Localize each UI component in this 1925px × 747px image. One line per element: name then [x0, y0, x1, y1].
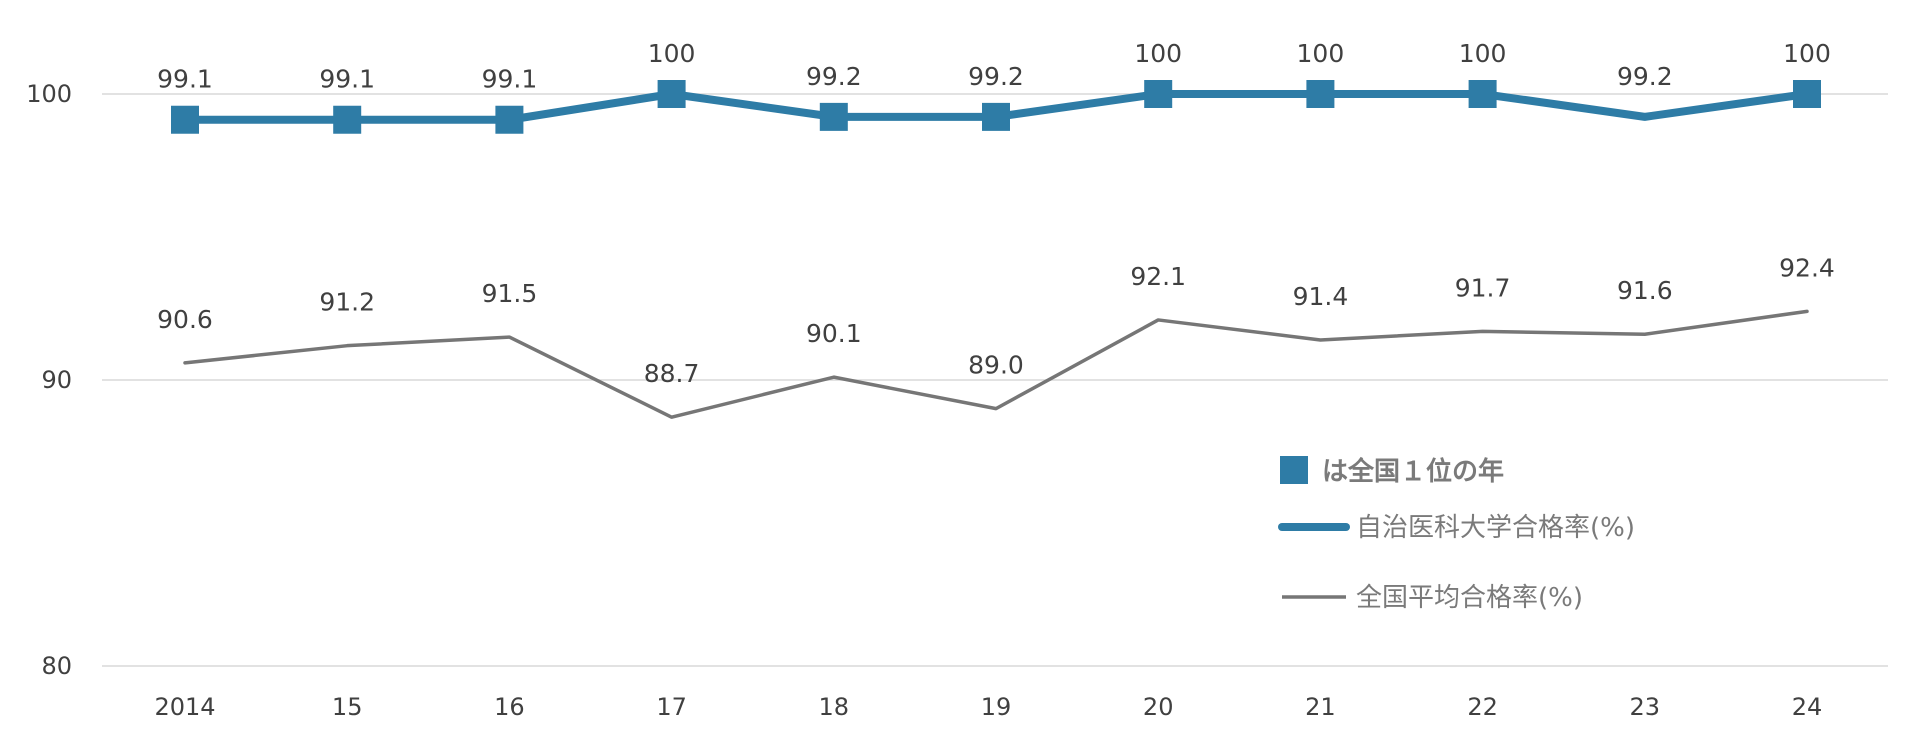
- data-label-series-2: 90.1: [806, 319, 862, 348]
- first-place-marker: [1144, 80, 1173, 108]
- data-label-series-2: 89.0: [968, 351, 1024, 380]
- x-tick-label: 21: [1305, 693, 1336, 721]
- legend-label-series-1: 自治医科大学合格率(%): [1356, 513, 1635, 543]
- first-place-marker: [819, 102, 848, 131]
- data-label-series-1: 100: [1134, 39, 1182, 68]
- data-label-series-1: 99.1: [157, 65, 213, 94]
- first-place-marker: [1793, 80, 1821, 108]
- legend-first-place-marker: [1280, 456, 1308, 484]
- first-place-marker: [657, 80, 686, 108]
- data-label-series-1: 99.1: [319, 65, 375, 94]
- data-label-series-2: 91.2: [319, 288, 375, 317]
- first-place-marker: [1306, 80, 1335, 108]
- x-tick-label: 17: [656, 693, 687, 721]
- first-place-marker: [495, 105, 524, 134]
- x-axis-tick-labels: 2014 15 16 17 18 19 20 21 22 23 24: [154, 693, 1822, 721]
- data-label-series-1: 99.1: [482, 65, 538, 94]
- data-label-series-2: 92.4: [1779, 253, 1835, 282]
- data-label-series-1: 100: [1297, 39, 1345, 68]
- x-tick-label: 16: [494, 693, 525, 721]
- first-place-marker: [171, 105, 199, 134]
- first-place-marker: [982, 102, 1010, 131]
- data-label-series-2: 91.4: [1293, 282, 1349, 311]
- y-tick-label: 90: [41, 366, 72, 394]
- legend-first-place-text: は全国１位の年: [1322, 456, 1504, 487]
- data-label-series-1: 99.2: [1617, 62, 1673, 91]
- data-label-series-1: 100: [1459, 39, 1507, 68]
- data-label-series-1: 100: [648, 39, 696, 68]
- x-tick-label: 2014: [154, 693, 215, 721]
- data-label-series-2: 92.1: [1130, 262, 1186, 291]
- x-tick-label: 24: [1792, 693, 1823, 721]
- data-label-series-2: 91.5: [482, 279, 538, 308]
- gridlines: [102, 93, 1888, 667]
- y-axis-tick-labels: 80 90 100: [26, 80, 72, 680]
- series-line-2: [183, 309, 1809, 419]
- first-place-marker: [333, 105, 362, 134]
- x-tick-label: 19: [981, 693, 1012, 721]
- data-label-series-2: 91.6: [1617, 276, 1673, 305]
- y-tick-label: 80: [41, 652, 72, 680]
- data-label-series-2: 90.6: [157, 305, 213, 334]
- y-tick-label: 100: [26, 80, 72, 108]
- first-place-marker: [1468, 80, 1497, 108]
- data-labels: 99.1 99.1 99.1 100 99.2 99.2 100 100 100 99.2 100 9…: [157, 39, 1835, 388]
- first-place-markers: [171, 80, 1821, 134]
- x-tick-label: 23: [1630, 693, 1661, 721]
- data-label-series-1: 99.2: [968, 62, 1024, 91]
- data-label-series-1: 100: [1783, 39, 1831, 68]
- data-label-series-2: 88.7: [644, 359, 700, 388]
- x-tick-label: 22: [1467, 693, 1498, 721]
- data-label-series-2: 91.7: [1455, 273, 1511, 302]
- legend-label-series-2: 全国平均合格率(%): [1356, 583, 1583, 613]
- x-tick-label: 18: [819, 693, 850, 721]
- x-tick-label: 20: [1143, 693, 1174, 721]
- legend: は全国１位の年 自治医科大学合格率(%) 全国平均合格率(%): [1278, 456, 1635, 613]
- x-tick-label: 15: [332, 693, 363, 721]
- data-label-series-1: 99.2: [806, 62, 862, 91]
